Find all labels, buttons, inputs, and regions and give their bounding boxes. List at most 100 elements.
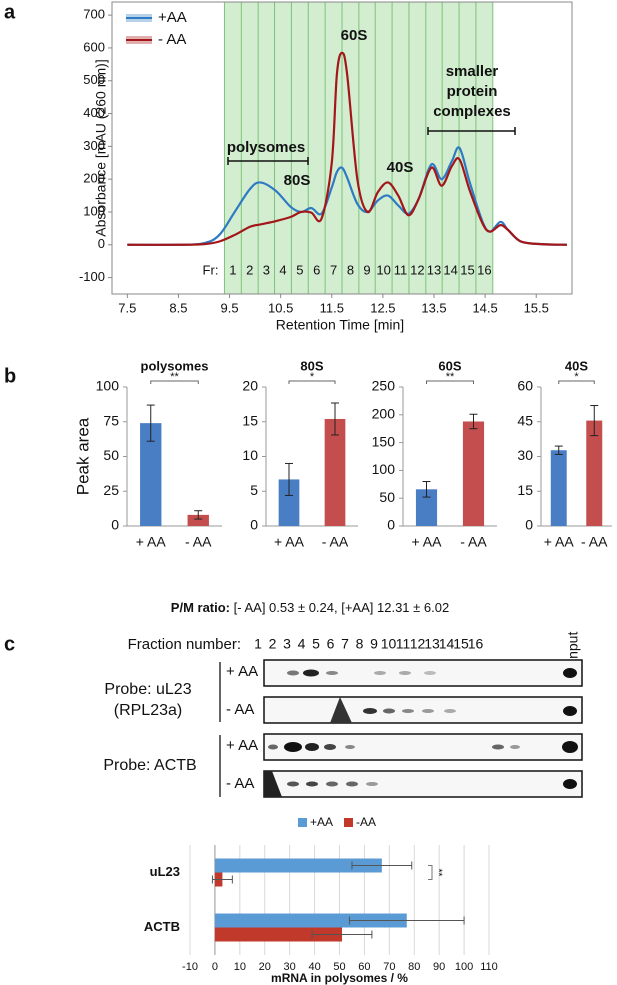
significance-bracket [558,380,595,384]
significance-label: * [574,371,579,383]
y-tick-label: 45 [517,412,533,428]
y-tick-label: 100 [83,203,105,218]
annotation: 80S [284,172,311,189]
x-axis-label: mRNA in polysomes / % [271,971,408,985]
x-tick-label: 14.5 [472,300,497,315]
blot-fraction-number: 9 [370,636,378,652]
blot-fraction-number: 15 [453,636,469,652]
band [510,745,520,749]
y-tick-label: 5 [250,482,258,498]
annotation: polysomes [227,139,305,156]
legend-label: +AA [310,815,333,829]
y-tick-label: 200 [372,406,396,422]
error-bar [469,413,478,430]
band [268,744,278,750]
fraction-number: 1 [229,262,236,277]
x-tick-label: 20 [259,961,271,973]
y-tick-label: 15 [517,482,533,498]
x-tick-label: 10.5 [268,300,293,315]
blot-fraction-number: 8 [356,636,364,652]
x-tick-label: 80 [408,961,420,973]
band [346,781,358,787]
line-series [127,51,567,246]
y-tick-label: 0 [250,517,258,533]
blot-fraction-number: 3 [283,636,291,652]
fraction-number: 7 [330,262,337,277]
chart-title: 80S [300,358,323,373]
y-axis-label: Absorbance [mAU (260 nm)] [93,59,109,236]
annotation: protein [447,83,498,100]
plot-frame [111,1,573,295]
band [374,671,386,675]
fraction-number: 4 [279,262,286,277]
band [326,671,338,675]
band [305,743,319,751]
fraction-number: 12 [410,262,424,277]
band [562,741,578,753]
significance-label: ** [446,371,455,383]
x-tick-label: 11.5 [320,300,344,315]
x-tick-label: 40 [308,961,320,973]
annotation: 60S [341,27,368,44]
x-tick-label: 110 [480,961,498,973]
bar [462,421,485,526]
error-bar [348,916,465,925]
y-tick-label: 0 [525,517,533,533]
band [345,745,355,749]
x-tick-label: 7.5 [118,300,136,315]
category-label: ACTB [144,919,180,934]
panel-label: a [4,1,16,23]
blot-fraction-number: 12 [410,636,426,652]
y-axis-label: Peak area [73,417,92,495]
error-bar [331,402,339,436]
x-tick-label: 60 [358,961,370,973]
band [399,671,411,675]
y-tick-label: 600 [83,39,105,54]
y-tick-label: 400 [83,105,105,120]
legend-swatch [344,818,353,827]
category-label: uL23 [150,864,180,879]
blot-input-label: input [565,632,581,662]
probe-label: Probe: uL23 [104,681,191,698]
y-tick-label: 250 [372,378,396,394]
y-tick-label: 0 [387,517,395,533]
error-bar [194,510,203,520]
fraction-number: 11 [394,262,408,277]
band [306,781,318,787]
condition-label: - AA [226,775,254,792]
bar [214,927,342,942]
annotation: complexes [433,103,511,120]
y-tick-label: 100 [96,378,120,394]
y-tick-label: 500 [83,72,105,87]
x-tick-label: 70 [383,961,395,973]
y-tick-label: 100 [372,461,396,477]
condition-label: - AA [226,701,254,718]
x-tick-label: -10 [182,961,198,973]
annotation: smaller [446,63,499,80]
y-tick-label: 25 [103,482,119,498]
legend-label: - AA [158,31,186,48]
y-tick-label: -100 [79,269,105,284]
band [402,709,414,713]
blot-fraction-number: 1 [254,636,262,652]
chart-title: 60S [438,358,461,373]
blot-fraction-number: 10 [381,636,397,652]
significance-label: ** [432,869,443,877]
bar [140,423,162,526]
x-tick-label: 100 [455,961,473,973]
panel-label: b [4,365,16,387]
band [422,709,434,713]
fraction-number: 8 [347,262,354,277]
y-tick-label: 150 [372,433,396,449]
blot-fraction-number: 14 [439,636,455,652]
y-tick-label: 0 [98,236,105,251]
y-tick-label: 30 [517,447,533,463]
band [563,779,577,789]
bar [187,514,209,526]
x-tick-label: + AA [136,534,167,550]
x-tick-label: 12.5 [370,300,395,315]
x-tick-label: - AA [581,534,608,550]
blot-fraction-number: 7 [341,636,349,652]
error-bar [590,405,599,437]
x-tick-label: 90 [433,961,445,973]
